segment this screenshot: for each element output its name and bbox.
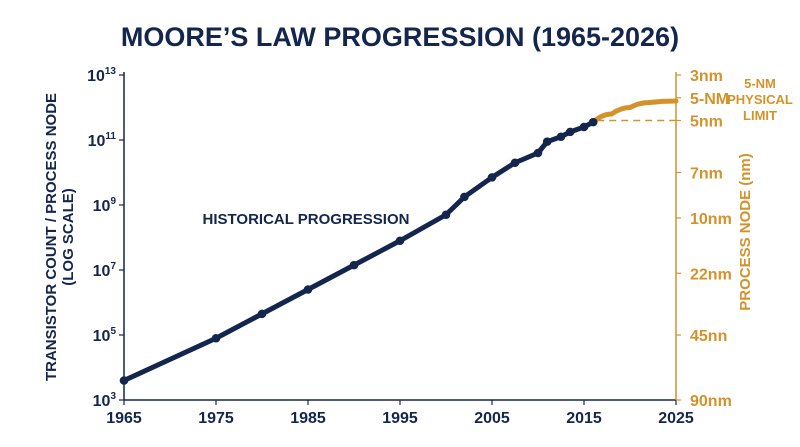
left-axis-title-line2: (LOG SCALE) (60, 188, 77, 286)
historical-data-point (510, 158, 520, 168)
right-tick-label: 10nm (690, 211, 732, 228)
right-tick-label: 45nn (690, 328, 727, 345)
right-tick-label: 3nm (690, 68, 723, 85)
right-axis-title: PROCESS NODE (nm) (737, 153, 754, 311)
historical-series-line (121, 119, 596, 383)
left-axis-ticks: 1013 1011 109 107 105 103 (87, 66, 124, 410)
series-group (119, 98, 679, 385)
limit-label-line2: PHYSICAL (727, 92, 793, 107)
left-tick-label: 105 (93, 326, 117, 345)
right-axis-ticks: 3nm 5-NM 5nm 7nm 10nm 22nm 45nn 90nm (676, 68, 732, 410)
historical-progression-label: HISTORICAL PROGRESSION (203, 211, 410, 228)
left-tick-label: 109 (93, 196, 117, 215)
left-tick-label: 107 (93, 261, 117, 280)
historical-data-point (349, 260, 359, 270)
x-axis-ticks: 1965 1975 1985 1995 2005 2015 2025 (106, 400, 694, 427)
historical-data-point (303, 285, 313, 294)
x-tick-label: 1995 (382, 410, 418, 427)
x-tick-label: 1965 (106, 410, 142, 427)
right-tick-label: 90nm (690, 393, 732, 410)
historical-data-point (257, 309, 267, 319)
right-tick-label: 5nm (690, 114, 723, 131)
x-tick-label: 1985 (290, 410, 326, 427)
historical-data-point (487, 173, 497, 182)
x-tick-label: 2015 (566, 410, 602, 427)
historical-data-point (579, 122, 589, 132)
limit-label-line1: 5-NM (744, 76, 776, 91)
historical-data-point (211, 333, 221, 343)
right-tick-label: 22nm (690, 266, 732, 283)
limit-label-line3: LIMIT (743, 108, 777, 123)
physical-limit-label: 5-NM PHYSICAL LIMIT (727, 76, 793, 123)
historical-data-point (556, 132, 566, 142)
left-axis-title: TRANSISTOR COUNT / PROCESS NODE (LOG SCA… (43, 93, 77, 381)
left-axis-title-line1: TRANSISTOR COUNT / PROCESS NODE (43, 93, 60, 381)
historical-data-point (460, 192, 469, 202)
left-tick-label: 103 (93, 391, 117, 410)
left-tick-label: 1013 (87, 66, 116, 85)
chart-title: MOORE’S LAW PROGRESSION (1965-2026) (121, 22, 679, 52)
right-tick-label: 5-NM (690, 91, 729, 108)
historical-data-point (542, 137, 552, 146)
historical-data-point (119, 376, 129, 385)
x-tick-label: 2005 (474, 410, 510, 427)
historical-data-point (533, 148, 543, 158)
x-tick-label: 2025 (658, 410, 694, 427)
historical-data-point (395, 236, 405, 246)
x-tick-label: 1975 (198, 410, 234, 427)
historical-data-point (441, 210, 451, 220)
limit-series-line (590, 98, 679, 125)
historical-data-point (565, 127, 575, 137)
left-tick-label: 1011 (88, 131, 117, 150)
right-tick-label: 7nm (690, 166, 723, 183)
historical-data-point (588, 117, 598, 127)
